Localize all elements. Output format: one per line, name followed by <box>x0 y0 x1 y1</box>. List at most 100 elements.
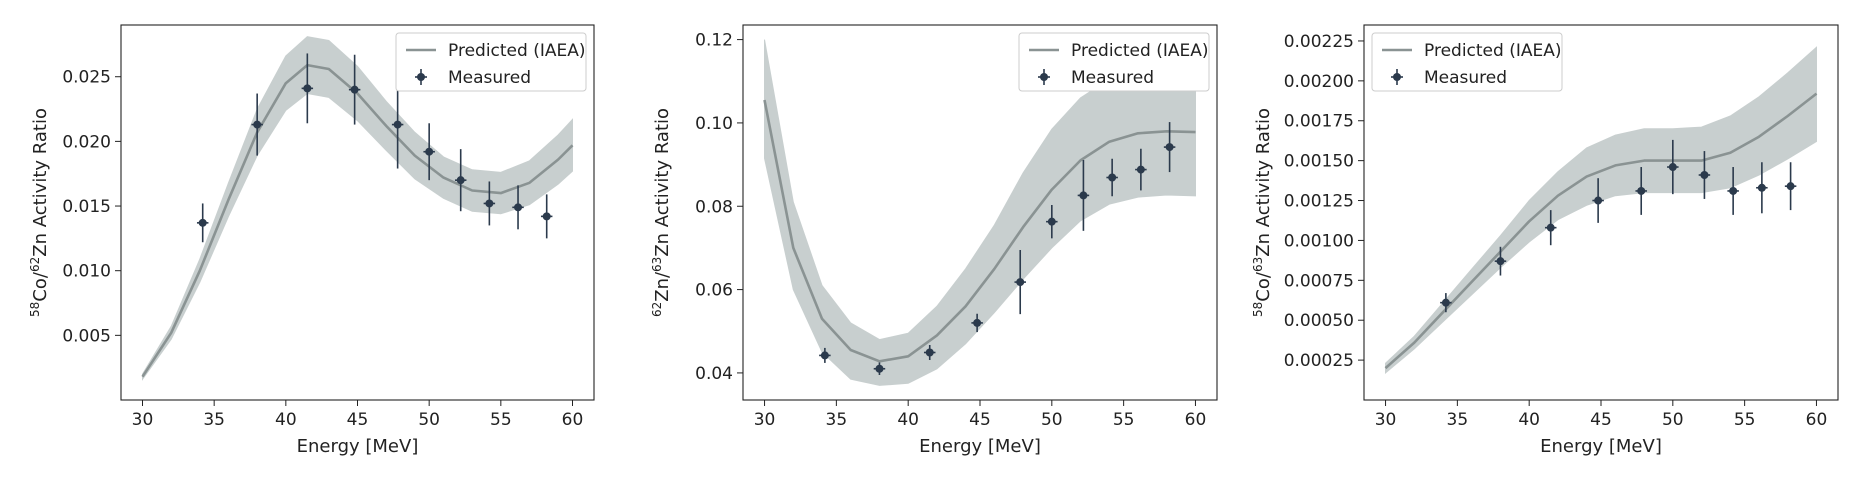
measured-marker <box>1165 143 1174 152</box>
measured-point-5 <box>1635 167 1647 215</box>
x-tick-label: 55 <box>1113 410 1135 430</box>
legend-measured-label: Measured <box>448 68 531 88</box>
measured-marker <box>198 218 207 227</box>
measured-marker <box>820 351 829 360</box>
measured-point-2 <box>251 93 263 156</box>
measured-point-8 <box>483 181 496 226</box>
x-tick-label: 60 <box>1185 410 1207 430</box>
measured-point-6 <box>423 123 435 181</box>
x-tick-label: 40 <box>275 410 297 430</box>
measured-marker <box>1136 165 1145 174</box>
x-tick-label: 50 <box>1041 410 1063 430</box>
measured-point-5 <box>1014 250 1026 315</box>
legend: Predicted (IAEA) Measured <box>395 32 587 92</box>
x-axis-label: Energy [MeV] <box>1540 436 1662 457</box>
measured-marker <box>1016 278 1025 287</box>
measured-marker <box>1700 171 1709 179</box>
x-axis-label: Energy [MeV] <box>919 436 1041 457</box>
y-axis-label: 58Co/63Zn Activity Ratio <box>1251 108 1274 317</box>
predicted-line <box>1384 92 1818 370</box>
predicted-line <box>141 63 574 378</box>
measured-point-6 <box>1667 139 1679 195</box>
x-tick-label: 30 <box>1375 410 1397 430</box>
measured-point-7 <box>1698 151 1711 199</box>
x-tick-label: 45 <box>969 410 991 430</box>
y-axis-label: 58Co/62Zn Activity Ratio <box>28 108 51 317</box>
y-tick-label: 0.00225 <box>1284 32 1354 52</box>
measured-point-3 <box>923 345 936 360</box>
y-tick-label: 0.025 <box>62 68 111 88</box>
measured-marker <box>253 120 262 129</box>
measured-marker <box>1496 257 1505 266</box>
measured-point-5 <box>391 80 404 169</box>
y-tick-label: 0.00050 <box>1284 311 1354 331</box>
legend-measured-label: Measured <box>1424 68 1507 88</box>
x-tick-label: 60 <box>1806 410 1828 430</box>
y-tick-label: 0.00100 <box>1284 231 1354 251</box>
measured-marker <box>1079 191 1088 200</box>
prediction-uncertainty-band <box>764 39 1196 386</box>
measured-point-3 <box>1544 210 1557 246</box>
y-tick-label: 0.00025 <box>1284 351 1354 371</box>
measured-marker <box>393 120 402 129</box>
x-tick-label: 35 <box>826 410 848 430</box>
y-tick-label: 0.12 <box>695 31 733 51</box>
prediction-uncertainty-band <box>142 36 573 381</box>
y-tick-label: 0.00125 <box>1284 192 1354 212</box>
measured-marker <box>925 348 934 357</box>
legend-measured-marker <box>1040 73 1048 81</box>
x-tick-label: 45 <box>347 410 369 430</box>
measured-point-4 <box>1592 178 1604 223</box>
x-tick-label: 55 <box>1734 410 1756 430</box>
measured-marker <box>514 203 523 212</box>
x-tick-label: 55 <box>490 410 512 430</box>
measured-point-1 <box>1440 293 1452 313</box>
measured-point-2 <box>1494 246 1507 276</box>
measured-marker <box>875 364 884 373</box>
measured-point-9 <box>512 185 524 230</box>
measured-point-10 <box>1784 162 1797 211</box>
measured-marker <box>1637 186 1646 195</box>
measured-point-1 <box>819 347 831 363</box>
x-tick-label: 50 <box>418 410 440 430</box>
measured-marker <box>350 85 359 94</box>
legend-predicted-label: Predicted (IAEA) <box>1424 41 1562 61</box>
legend-predicted-label: Predicted (IAEA) <box>1071 41 1209 61</box>
measured-marker <box>1441 298 1450 307</box>
measured-marker <box>1729 186 1738 195</box>
measured-marker <box>973 318 982 327</box>
measured-point-7 <box>454 149 467 212</box>
measured-point-10 <box>540 194 553 239</box>
measured-point-8 <box>1727 167 1739 215</box>
measured-point-1 <box>196 203 209 243</box>
x-tick-label: 35 <box>1447 410 1469 430</box>
y-tick-label: 0.04 <box>695 364 733 384</box>
y-tick-label: 0.005 <box>62 326 111 346</box>
measured-marker <box>1668 163 1677 172</box>
measured-point-4 <box>348 54 361 125</box>
predicted-line <box>763 99 1196 363</box>
legend-predicted-label: Predicted (IAEA) <box>448 41 586 61</box>
y-tick-label: 0.00200 <box>1284 72 1354 92</box>
y-tick-label: 0.08 <box>695 197 733 217</box>
legend-measured-marker <box>417 73 425 81</box>
y-tick-label: 0.06 <box>695 281 733 301</box>
x-tick-label: 40 <box>1518 410 1540 430</box>
panel-2: 30 35 40 45 50 55 60 0.04 0.06 0.08 0.10 0.12 Energy… <box>650 24 1218 457</box>
measured-marker <box>542 212 551 221</box>
measured-point-9 <box>1135 148 1147 191</box>
y-axis-label: 62Zn/63Zn Activity Ratio <box>650 108 673 317</box>
measured-marker <box>1757 183 1766 192</box>
y-tick-label: 0.020 <box>62 132 111 152</box>
measured-point-4 <box>971 313 983 333</box>
x-tick-label: 30 <box>132 410 154 430</box>
y-tick-label: 0.00175 <box>1284 112 1354 132</box>
measured-point-10 <box>1163 122 1176 173</box>
legend-measured-label: Measured <box>1071 68 1154 88</box>
measured-marker <box>303 84 312 93</box>
measured-marker <box>1546 223 1555 232</box>
y-tick-label: 0.10 <box>695 114 733 134</box>
panel-3: 30 35 40 45 50 55 60 0.00025 0.00050 0.00075 0.001… <box>1251 24 1839 457</box>
y-tick-label: 0.015 <box>62 197 111 217</box>
